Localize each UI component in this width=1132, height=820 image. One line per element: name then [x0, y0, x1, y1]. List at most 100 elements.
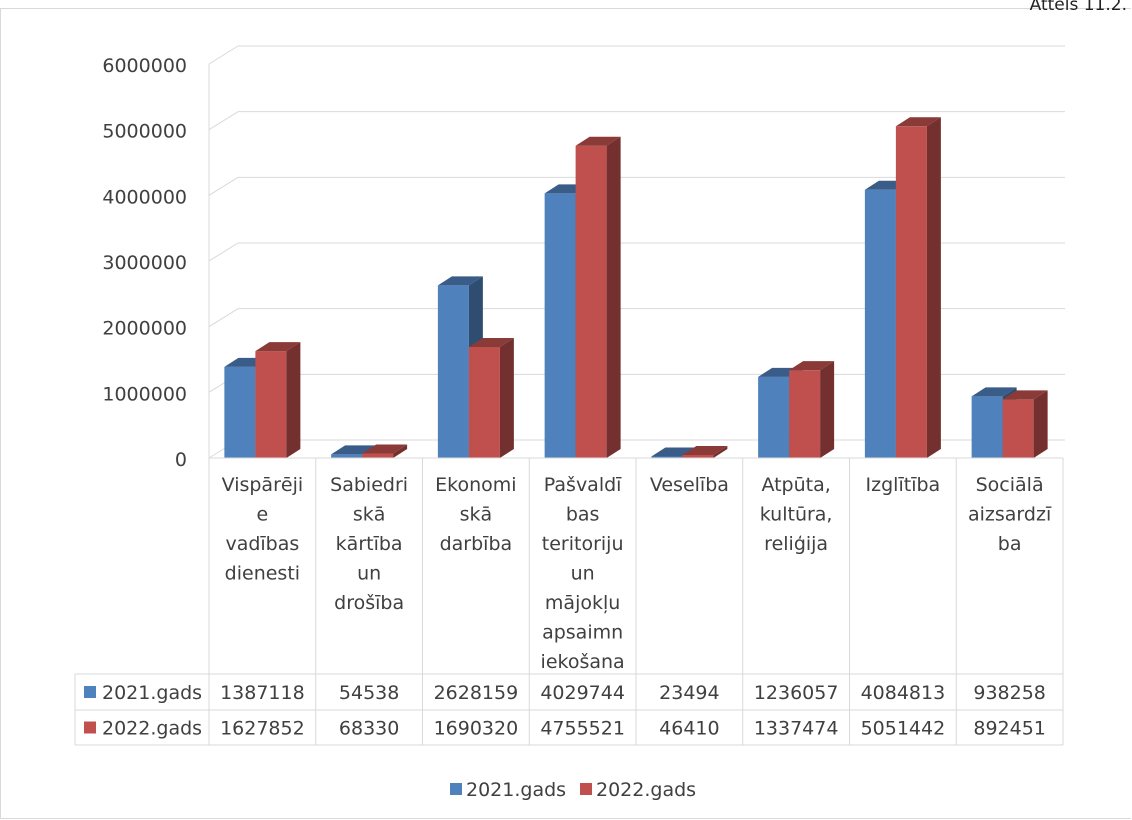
bar-2021.gads	[864, 189, 896, 458]
data-label: 892451	[973, 718, 1046, 740]
bar-2021.gads	[224, 366, 256, 458]
data-label: 4029744	[540, 682, 625, 704]
legend-label: 2022.gads	[596, 779, 696, 801]
bar-2022.gads	[468, 347, 500, 458]
bar-2022.gads	[789, 370, 821, 458]
bar-2022.gads	[575, 145, 607, 458]
bar-2021.gads	[971, 396, 1003, 458]
gridline-depth	[208, 45, 239, 65]
data-label: 2628159	[434, 682, 519, 704]
data-label: 46410	[659, 718, 719, 740]
table-legend-key	[84, 686, 96, 698]
x-tick-label: ba	[998, 533, 1022, 555]
x-tick-label: Sociālā	[976, 474, 1044, 496]
legend-swatch	[450, 783, 462, 795]
bar-2022.gads	[255, 351, 287, 458]
x-tick-label: vadības	[225, 533, 299, 555]
gridline-depth	[208, 242, 239, 262]
bar-side	[820, 361, 835, 458]
x-tick-label: reliģija	[764, 533, 828, 555]
y-tick-label: 0	[175, 449, 187, 471]
y-tick-label: 5000000	[102, 121, 187, 143]
bar-2022.gads	[362, 453, 394, 458]
bar-top	[895, 117, 941, 127]
x-tick-label: kultūra,	[760, 504, 833, 526]
y-tick-label: 2000000	[102, 318, 187, 340]
x-tick-label: kārtība	[336, 533, 403, 555]
y-tick-label: 3000000	[102, 252, 187, 274]
data-label: 1627852	[220, 718, 305, 740]
x-tick-label: Izglītība	[866, 474, 941, 496]
x-tick-label: drošība	[334, 592, 404, 614]
x-tick-label: iekošana	[541, 651, 625, 673]
bar-top	[1002, 390, 1048, 400]
x-tick-label: Pašvaldī	[544, 474, 622, 496]
bar-top	[789, 361, 835, 371]
bar-2021.gads	[544, 193, 576, 459]
data-label: 4755521	[540, 718, 625, 740]
data-label: 68330	[339, 718, 399, 740]
legend-swatch	[580, 783, 592, 795]
bar-top	[437, 276, 483, 286]
x-tick-label: Veselība	[650, 474, 729, 496]
table-legend-key	[84, 721, 96, 734]
data-label: 5051442	[861, 718, 946, 740]
bar-2022.gads	[682, 454, 714, 458]
x-tick-label: Sabiedri	[330, 474, 408, 496]
x-tick-label: darbība	[440, 533, 513, 555]
data-label: 1236057	[754, 682, 839, 704]
gridline-depth	[208, 176, 239, 196]
x-tick-label: dienesti	[225, 563, 300, 585]
bar-2021.gads	[437, 285, 469, 458]
data-label: 1337474	[754, 718, 839, 740]
x-tick-label: Atpūta,	[761, 474, 830, 496]
x-tick-label: e	[257, 504, 269, 526]
y-tick-label: 1000000	[102, 383, 187, 405]
bar-top	[362, 444, 408, 454]
bar-2021.gads	[651, 456, 683, 458]
bar-top	[575, 136, 621, 146]
data-label: 4084813	[861, 682, 946, 704]
bar-top	[971, 387, 1017, 397]
gridline-depth	[208, 111, 239, 131]
bar-side	[1033, 390, 1048, 458]
bar-2021.gads	[331, 454, 363, 458]
data-label: 54538	[339, 682, 399, 704]
x-tick-label: bas	[566, 504, 600, 526]
y-tick-label: 4000000	[102, 186, 187, 208]
x-tick-label: skā	[353, 504, 386, 526]
x-tick-label: teritoriju	[542, 533, 624, 555]
x-tick-label: Ekonomi	[435, 474, 516, 496]
bar-top	[682, 445, 728, 455]
y-tick-label: 6000000	[102, 55, 187, 77]
bar-2022.gads	[1002, 399, 1034, 458]
bar-side	[713, 445, 728, 458]
x-tick-label: apsaimn	[542, 622, 623, 644]
bar-side	[393, 444, 408, 458]
table-row-header: 2021.gads	[102, 682, 202, 704]
data-label: 938258	[973, 682, 1046, 704]
bar-2021.gads	[758, 376, 790, 458]
data-label: 1387118	[220, 682, 305, 704]
bar-side	[286, 342, 301, 458]
bar-side	[499, 338, 514, 458]
data-label: 1690320	[434, 718, 519, 740]
gridline-depth	[208, 308, 239, 328]
x-tick-label: aizsardzī	[968, 504, 1052, 526]
x-tick-label: Vispārēji	[222, 474, 304, 496]
figure-caption: Attēls 11.2.	[1029, 0, 1127, 15]
table-row-header: 2022.gads	[102, 718, 202, 740]
bar-side	[606, 136, 621, 458]
x-tick-label: skā	[460, 504, 493, 526]
x-tick-label: un	[357, 563, 381, 585]
bar-2022.gads	[895, 126, 927, 459]
bar-top	[255, 342, 301, 352]
x-tick-label: un	[571, 563, 595, 585]
data-label: 23494	[659, 682, 719, 704]
legend-label: 2021.gads	[466, 779, 566, 801]
x-tick-label: mājokļu	[545, 592, 620, 614]
bar-side	[926, 117, 941, 459]
bar-top	[468, 338, 514, 348]
